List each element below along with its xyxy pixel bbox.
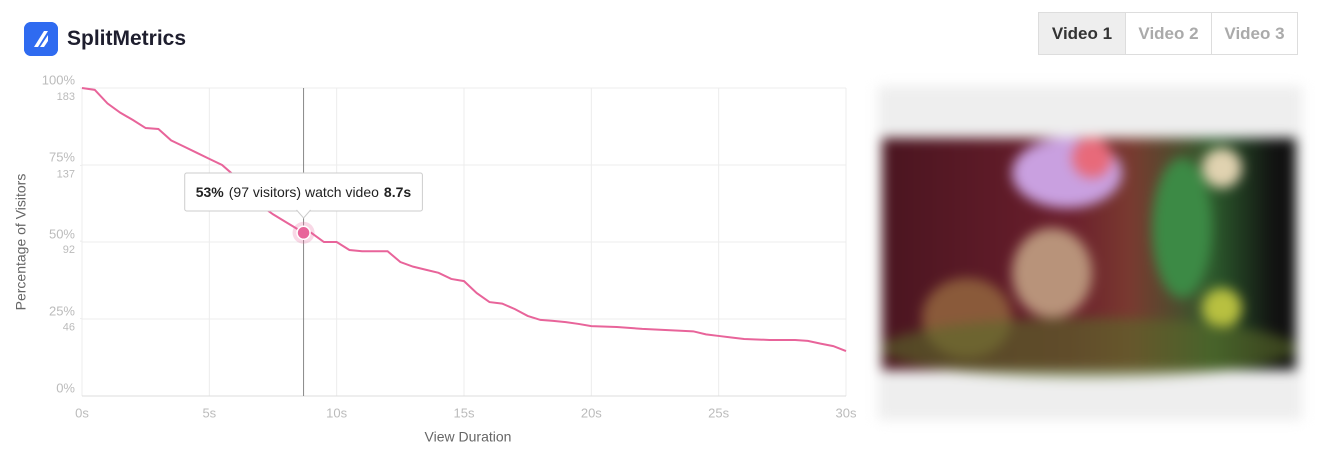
y2-tick-label: 183 [57,91,75,103]
y-axis-title: Percentage of Visitors [13,174,29,311]
logo: SplitMetrics [24,22,186,56]
tooltip-pointer [296,209,311,219]
video-tab[interactable]: Video 2 [1125,13,1211,54]
y-tick-label: 50% [49,226,75,241]
x-tick-label: 15s [454,405,475,420]
y-tick-label: 0% [56,380,75,395]
x-tick-label: 20s [581,405,602,420]
tooltip-time: 8.7s [384,184,411,200]
x-axis-title: View Duration [425,429,512,445]
video-thumbnail [878,86,1302,420]
x-tick-label: 5s [202,405,216,420]
y2-tick-label: 137 [57,168,75,180]
y2-tick-label: 46 [63,321,75,333]
x-tick-label: 0s [75,405,89,420]
highlight-point [296,225,311,241]
video-tab[interactable]: Video 1 [1039,13,1125,54]
y-tick-label: 100% [42,72,76,87]
video-tab[interactable]: Video 3 [1211,13,1297,54]
logo-icon [24,22,58,56]
tooltip-detail: (97 visitors) watch video [229,184,379,200]
brand: SplitMetrics [67,27,187,50]
chart: Percentage of Visitors View Duration 0% 2… [13,72,857,445]
retention-line [81,87,847,352]
x-tick-label: 10s [326,405,347,420]
tooltip: 53% (97 visitors) watch video 8.7s [184,172,423,219]
x-tick-label: 25s [708,405,729,420]
y-tick-label: 75% [49,149,75,164]
y2-tick-label: 92 [63,244,75,256]
tooltip-percent: 53% [196,184,225,200]
tab-bar: Video 1 Video 2 Video 3 [1038,12,1298,55]
tooltip-text: 53% (97 visitors) watch video 8.7s [196,184,412,200]
y-tick-label: 25% [49,303,75,318]
x-tick-label: 30s [836,405,857,420]
